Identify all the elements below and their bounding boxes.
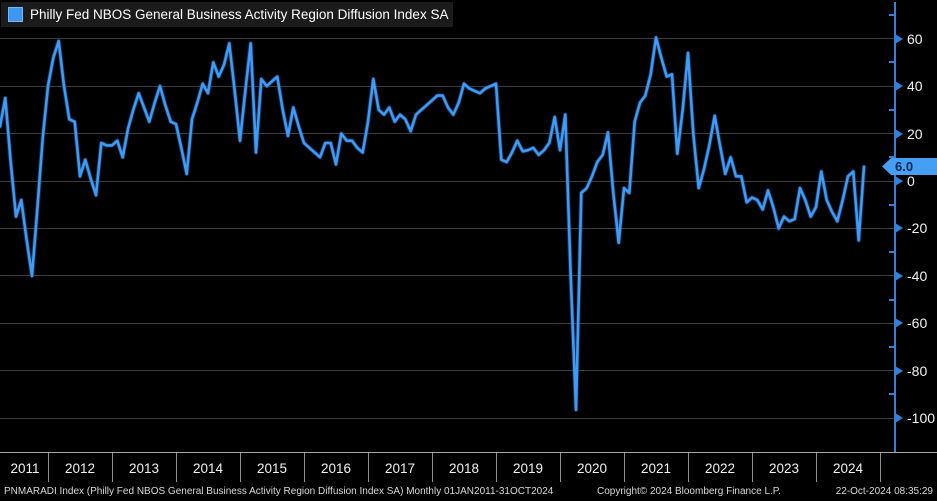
year-label: 2016: [320, 461, 352, 476]
footer-timestamp: 22-Oct-2024 08:35:29: [835, 486, 933, 497]
y-tick-label: -60: [907, 315, 928, 332]
year-label: 2014: [192, 461, 224, 476]
y-minor-tick: [889, 346, 895, 349]
y-minor-tick: [889, 61, 895, 64]
y-minor-tick: [889, 298, 895, 301]
legend-bar[interactable]: Philly Fed NBOS General Business Activit…: [1, 2, 453, 27]
gridline: [0, 38, 895, 39]
footer-copyright: Copyright© 2024 Bloomberg Finance L.P.: [597, 486, 781, 497]
year-label: 2019: [512, 461, 544, 476]
gridline: [0, 133, 895, 134]
year-label: 2024: [832, 461, 864, 476]
y-tick-label: 60: [907, 30, 923, 47]
year-label: 2012: [64, 461, 96, 476]
year-label: 2022: [704, 461, 736, 476]
year-divider: [176, 453, 177, 482]
year-divider: [624, 453, 625, 482]
y-tick-arrow-icon: [895, 33, 903, 44]
gridline: [0, 275, 895, 276]
gridline: [0, 181, 895, 182]
y-tick-label: 20: [907, 125, 923, 142]
year-label: 2021: [640, 461, 672, 476]
year-label: 2015: [256, 461, 288, 476]
y-tick-arrow-icon: [895, 223, 903, 234]
year-label: 2013: [128, 461, 160, 476]
year-divider: [112, 453, 113, 482]
gridline: [0, 370, 895, 371]
year-divider: [48, 453, 49, 482]
y-tick-arrow-icon: [895, 81, 903, 92]
year-divider: [304, 453, 305, 482]
year-label: 2018: [448, 461, 480, 476]
gridline: [0, 323, 895, 324]
y-minor-tick: [889, 13, 895, 16]
gridline: [0, 86, 895, 87]
y-minor-tick: [889, 393, 895, 396]
year-divider: [560, 453, 561, 482]
year-divider: [368, 453, 369, 482]
legend-label: Philly Fed NBOS General Business Activit…: [30, 7, 449, 22]
y-tick-label: 40: [907, 78, 923, 95]
y-minor-tick: [889, 203, 895, 206]
year-label: 2020: [576, 461, 608, 476]
year-divider: [816, 453, 817, 482]
y-tick-arrow-icon: [895, 365, 903, 376]
year-label: 2011: [10, 461, 40, 476]
y-tick-arrow-icon: [895, 270, 903, 281]
year-label: 2017: [384, 461, 416, 476]
gridline: [0, 228, 895, 229]
y-tick-arrow-icon: [895, 128, 903, 139]
chart-plot-area[interactable]: [0, 0, 895, 452]
gridline: [0, 418, 895, 419]
y-tick-label: 0: [907, 173, 915, 189]
y-tick-arrow-icon: [895, 176, 903, 186]
y-minor-tick: [889, 156, 895, 159]
year-divider: [432, 453, 433, 482]
footer-ticker-description: PNMARADI Index (Philly Fed NBOS General …: [4, 486, 554, 497]
y-minor-tick: [889, 251, 895, 254]
year-label: 2023: [768, 461, 800, 476]
y-tick-label: -100: [907, 410, 936, 427]
diffusion-index-line-chart: [0, 35, 867, 412]
y-minor-tick: [889, 108, 895, 111]
year-divider: [496, 453, 497, 482]
footer-bar: PNMARADI Index (Philly Fed NBOS General …: [0, 482, 937, 501]
x-axis-band: 2011 2012 2013 2014 2015 2016 2017 2018 2019 2020…: [0, 452, 937, 483]
y-tick-label: -20: [907, 220, 928, 237]
last-value-badge: 6.0: [882, 158, 937, 175]
year-divider: [240, 453, 241, 482]
year-divider: [752, 453, 753, 482]
year-divider: [880, 453, 881, 482]
y-tick-label: -80: [907, 362, 928, 379]
y-tick-label: -40: [907, 267, 928, 284]
year-divider: [688, 453, 689, 482]
y-tick-arrow-icon: [895, 413, 903, 424]
legend-swatch-icon: [8, 7, 23, 22]
y-tick-arrow-icon: [895, 318, 903, 329]
